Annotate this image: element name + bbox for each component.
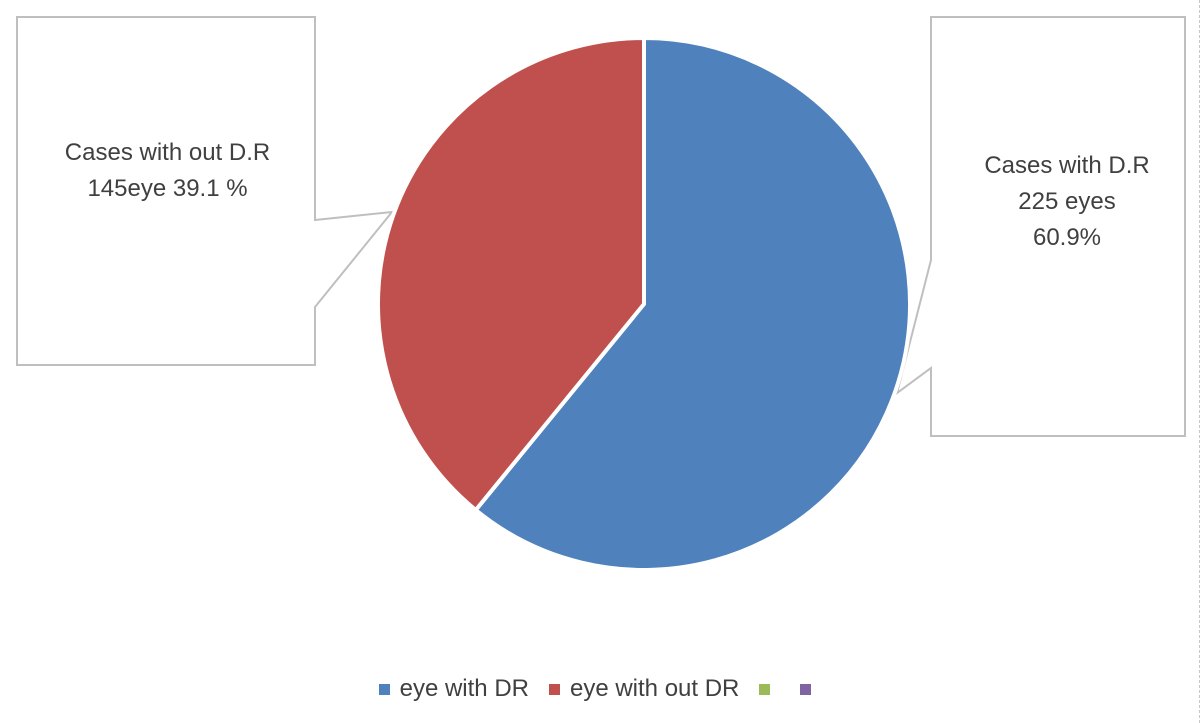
- callout-with-dr-line3: 60.9%: [1032, 224, 1102, 251]
- callout-with-dr-line2: 225 eyes: [1018, 188, 1116, 215]
- callout-with-dr-line1: Cases with D.R: [984, 152, 1150, 179]
- legend-label: eye with DR: [399, 675, 529, 702]
- pie-slice-0: [473, 36, 912, 572]
- legend-swatch: [548, 683, 560, 695]
- pie-slices: [376, 36, 912, 572]
- callout-right-box: [895, 16, 1186, 437]
- callout-with-dr: Cases with D.R 225 eyes 60.9%: [938, 148, 1196, 256]
- legend-item-without-dr: eye with out DR: [548, 672, 740, 706]
- pie-slice-1: [376, 36, 646, 513]
- callout-without-dr-line1: Cases with out D.R: [64, 139, 271, 166]
- legend-label: eye with out DR: [569, 675, 740, 702]
- legend-swatch: [759, 683, 771, 695]
- legend: eye with DR eye with out DR: [0, 672, 1200, 706]
- legend-swatch: [800, 683, 812, 695]
- legend-item-with-dr: eye with DR: [378, 672, 529, 706]
- legend-item-empty-4: [800, 672, 821, 706]
- callout-without-dr-line2: 145eye 39.1 %: [87, 175, 248, 202]
- legend-item-empty-3: [759, 672, 780, 706]
- callout-left-box: [16, 16, 395, 366]
- legend-swatch: [378, 683, 390, 695]
- callout-without-dr: Cases with out D.R 145eye 39.1 %: [30, 135, 305, 207]
